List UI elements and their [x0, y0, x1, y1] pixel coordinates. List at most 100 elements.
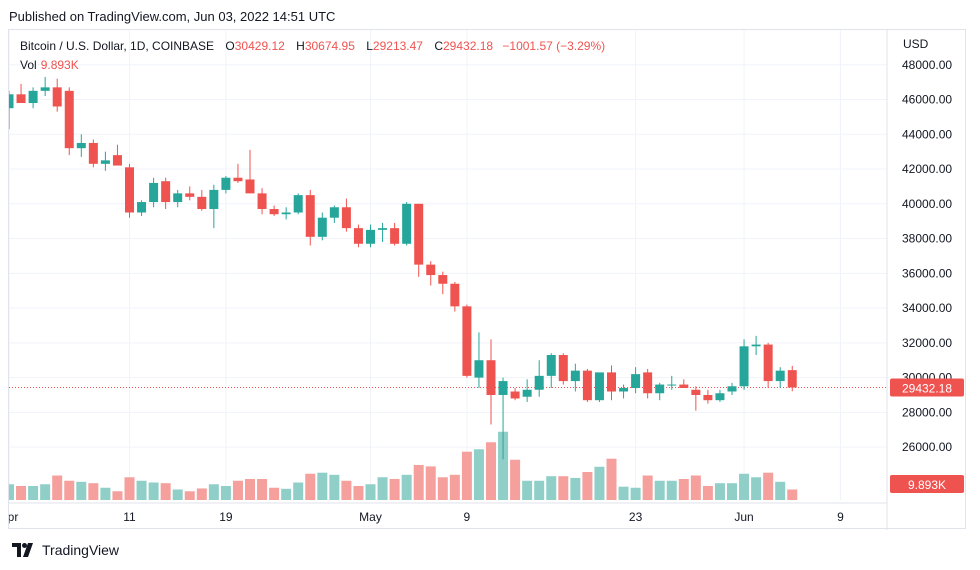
candle-body[interactable]: [197, 196, 207, 210]
volume-bar[interactable]: [160, 483, 171, 500]
volume-bar[interactable]: [570, 477, 581, 500]
volume-bar[interactable]: [630, 487, 641, 500]
candle-body[interactable]: [281, 212, 291, 215]
volume-bar[interactable]: [28, 486, 39, 500]
candle-body[interactable]: [112, 155, 122, 166]
candle-body[interactable]: [317, 217, 327, 237]
volume-bar[interactable]: [449, 474, 460, 500]
volume-bar[interactable]: [498, 431, 509, 500]
candle-body[interactable]: [655, 384, 665, 394]
candle-body[interactable]: [329, 207, 339, 218]
price-chart[interactable]: 26000.0028000.0030000.0032000.0034000.00…: [9, 30, 967, 530]
volume-bar[interactable]: [329, 474, 340, 500]
candle-body[interactable]: [221, 177, 231, 190]
volume-bar[interactable]: [618, 486, 629, 500]
candle-body[interactable]: [149, 182, 159, 203]
volume-bar[interactable]: [486, 442, 496, 500]
candle-body[interactable]: [510, 391, 520, 399]
volume-bar[interactable]: [136, 480, 147, 500]
volume-bar[interactable]: [148, 482, 159, 501]
candle-body[interactable]: [679, 384, 689, 389]
volume-bar[interactable]: [739, 473, 750, 500]
volume-bar[interactable]: [401, 474, 412, 500]
symbol-title[interactable]: Bitcoin / U.S. Dollar, 1D, COINBASE: [20, 39, 215, 53]
candle-body[interactable]: [787, 370, 797, 388]
volume-bar[interactable]: [582, 472, 593, 500]
volume-bar[interactable]: [654, 480, 665, 500]
volume-bar[interactable]: [437, 477, 448, 500]
candle-body[interactable]: [257, 193, 267, 210]
candle-body[interactable]: [402, 203, 412, 244]
volume-bar[interactable]: [9, 484, 14, 500]
volume-bar[interactable]: [425, 466, 436, 500]
candle-body[interactable]: [462, 306, 472, 376]
candle-body[interactable]: [474, 360, 484, 378]
volume-bar[interactable]: [100, 487, 111, 500]
volume-bar[interactable]: [281, 488, 292, 500]
candle-body[interactable]: [245, 179, 255, 194]
volume-bar[interactable]: [124, 477, 135, 500]
candle-body[interactable]: [9, 94, 14, 109]
candle-body[interactable]: [631, 374, 641, 389]
volume-bar[interactable]: [184, 491, 195, 500]
volume-bar[interactable]: [52, 475, 63, 501]
candle-body[interactable]: [76, 142, 86, 149]
candle-body[interactable]: [570, 370, 580, 382]
volume-bar[interactable]: [727, 483, 737, 500]
volume-bar[interactable]: [40, 484, 51, 500]
candle-body[interactable]: [691, 389, 701, 395]
candle-body[interactable]: [366, 229, 375, 244]
candle-body[interactable]: [125, 167, 134, 213]
candle-body[interactable]: [185, 193, 195, 197]
volume-bar[interactable]: [172, 489, 183, 501]
candle-body[interactable]: [426, 264, 436, 276]
volume-bar[interactable]: [534, 480, 545, 500]
volume-bar[interactable]: [546, 476, 557, 500]
candle-body[interactable]: [209, 189, 219, 210]
candle-body[interactable]: [28, 90, 38, 103]
volume-bar[interactable]: [522, 480, 533, 500]
volume-bar[interactable]: [690, 475, 701, 501]
volume-bar[interactable]: [751, 477, 762, 500]
candle-body[interactable]: [775, 370, 785, 382]
volume-bar[interactable]: [678, 479, 689, 500]
volume-bar[interactable]: [269, 487, 280, 500]
candle-body[interactable]: [390, 228, 400, 244]
tradingview-logo-icon[interactable]: [12, 543, 36, 557]
volume-bar[interactable]: [775, 481, 786, 500]
volume-bar[interactable]: [112, 491, 123, 500]
volume-bar[interactable]: [594, 466, 605, 500]
volume-bar[interactable]: [257, 479, 268, 500]
volume-bar[interactable]: [558, 476, 569, 500]
candle-body[interactable]: [739, 346, 749, 387]
volume-bar[interactable]: [389, 479, 400, 500]
volume-bar[interactable]: [510, 459, 521, 500]
brand-name[interactable]: TradingView: [42, 542, 120, 558]
volume-bar[interactable]: [473, 449, 484, 500]
volume-bar[interactable]: [76, 481, 87, 500]
candle-body[interactable]: [546, 355, 556, 376]
volume-bar[interactable]: [702, 486, 713, 500]
volume-bar[interactable]: [293, 482, 304, 501]
candle-body[interactable]: [88, 142, 98, 164]
candle-body[interactable]: [353, 228, 363, 244]
candle-body[interactable]: [64, 90, 74, 149]
candle-body[interactable]: [40, 87, 50, 91]
candle-body[interactable]: [486, 360, 496, 395]
last-price-badge[interactable]: [890, 378, 964, 397]
volume-bar[interactable]: [353, 486, 364, 500]
candle-body[interactable]: [643, 372, 653, 394]
volume-bar[interactable]: [666, 480, 677, 500]
volume-bar[interactable]: [220, 486, 231, 500]
volume-bar[interactable]: [196, 488, 207, 500]
volume-bar[interactable]: [413, 465, 424, 500]
volume-bar[interactable]: [461, 451, 472, 500]
candle-body[interactable]: [173, 193, 183, 203]
volume-badge[interactable]: [890, 475, 964, 493]
candle-body[interactable]: [607, 372, 616, 392]
candle-body[interactable]: [751, 344, 761, 347]
candle-body[interactable]: [341, 207, 351, 229]
candle-body[interactable]: [438, 275, 448, 284]
candle-body[interactable]: [594, 372, 604, 401]
volume-bar[interactable]: [317, 472, 328, 500]
